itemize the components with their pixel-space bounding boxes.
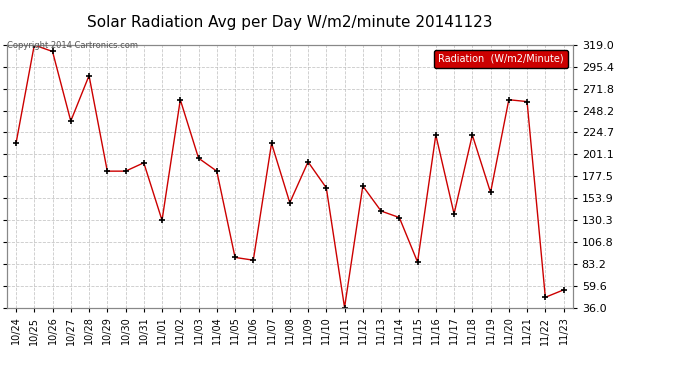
Text: Solar Radiation Avg per Day W/m2/minute 20141123: Solar Radiation Avg per Day W/m2/minute …	[87, 15, 493, 30]
Text: Copyright 2014 Cartronics.com: Copyright 2014 Cartronics.com	[7, 41, 138, 50]
Legend: Radiation  (W/m2/Minute): Radiation (W/m2/Minute)	[435, 50, 568, 68]
